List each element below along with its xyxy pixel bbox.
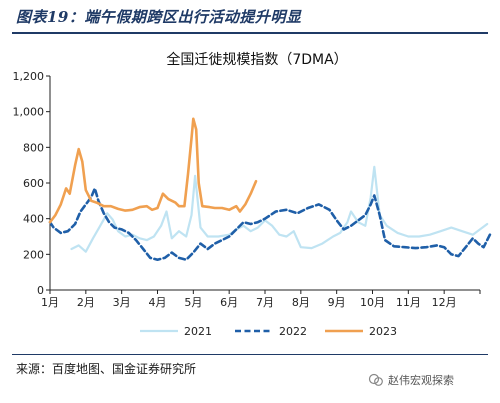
legend-label-2023: 2023: [369, 325, 397, 338]
x-tick-label: 5月: [184, 296, 202, 309]
footer-rule: [12, 354, 488, 355]
y-tick-label: 400: [23, 213, 44, 226]
y-tick-label: 800: [23, 141, 44, 154]
watermark: 赵伟宏观探索: [368, 372, 454, 388]
chart-title: 全国迁徙规模指数（7DMA）: [166, 51, 347, 68]
series-line-2021: [70, 165, 489, 253]
wechat-icon: [368, 373, 383, 386]
y-tick-label: 1,200: [13, 70, 45, 83]
source-note: 来源：百度地图、国金证券研究所: [16, 362, 197, 376]
x-tick-label: 6月: [220, 296, 238, 309]
legend-label-2021: 2021: [184, 325, 212, 338]
legend-label-2022: 2022: [279, 325, 307, 338]
x-tick-label: 9月: [328, 296, 346, 309]
y-tick-label: 600: [23, 177, 44, 190]
series-line-2022: [48, 187, 493, 261]
x-tick-label: 4月: [149, 296, 167, 309]
axes: 0 200 400 600 800 1,000 1,200 1月 2月 3月 4月 5月 6月 7月 8月 9…: [13, 70, 481, 309]
header-rule: [12, 32, 488, 34]
legend: 2021 2022 2023: [140, 325, 397, 338]
x-tick-label: 10月: [360, 296, 385, 309]
x-tick-label: 7月: [256, 296, 274, 309]
chart: 全国迁徙规模指数（7DMA） 0 200 400 600 800 1,000 1,200 1月…: [13, 51, 493, 338]
x-tick-label: 12月: [432, 296, 457, 309]
y-tick-label: 1,000: [13, 106, 45, 119]
x-tick-label: 11月: [396, 296, 421, 309]
figure-title: 图表19：端午假期跨区出行活动提升明显: [16, 8, 302, 26]
y-tick-label: 200: [23, 248, 44, 261]
series-layer: [48, 117, 493, 261]
y-tick-label: 0: [37, 284, 44, 297]
x-tick-label: 8月: [292, 296, 310, 309]
figure-header: 图表19：端午假期跨区出行活动提升明显: [0, 0, 500, 36]
series-line-2023: [48, 117, 258, 224]
x-tick-label: 1月: [41, 296, 59, 309]
x-tick-label: 3月: [113, 296, 131, 309]
watermark-text: 赵伟宏观探索: [388, 374, 454, 387]
x-tick-label: 2月: [77, 296, 95, 309]
